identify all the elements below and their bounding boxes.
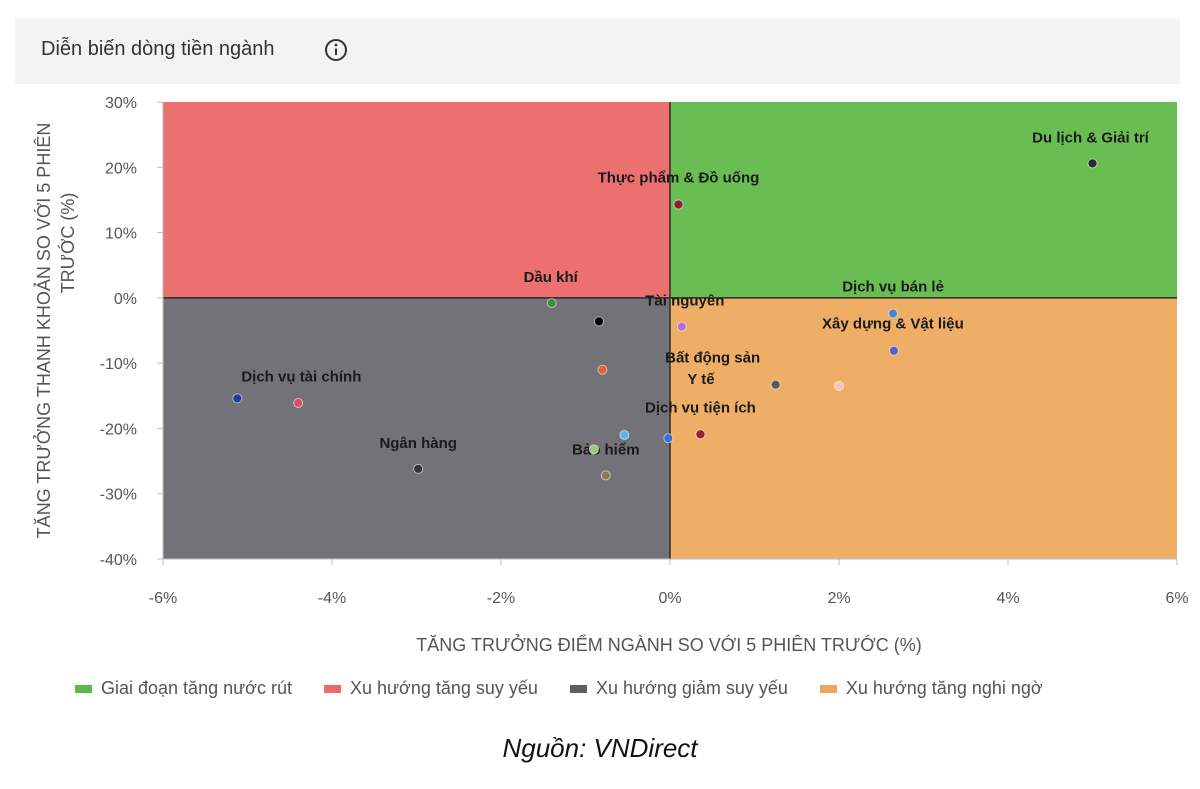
chart-header: Diễn biến dòng tiền ngành [15,18,1180,84]
y-tick-label: -40% [100,552,137,569]
point-label-bat-dong-san: Bất động sản [665,350,760,367]
point-label-tai-nguyen: Tài nguyên [645,293,724,310]
y-tick-label: 30% [105,95,137,112]
source-caption: Nguồn: VNDirect [502,733,698,763]
info-circle-icon[interactable] [324,38,348,62]
quadrant-giai-doan-tang-nuoc-rut [670,102,1177,298]
x-tick-label: 0% [658,590,681,607]
y-tick-label: -20% [100,421,137,438]
data-point-thuc-pham-do-uong [673,199,684,210]
data-point-dich-vu-tai-chinh [232,393,243,404]
x-tick-label: -4% [318,590,346,607]
data-point [663,433,674,444]
point-label-ngan-hang: Ngân hàng [379,435,457,452]
chart-title: Diễn biến dòng tiền ngành [41,38,275,60]
point-label-dich-vu-tai-chinh: Dịch vụ tài chính [241,368,361,385]
data-point-tai-nguyen [676,321,687,332]
x-tick-label: -2% [487,590,515,607]
point-label-dich-vu-tien-ich: Dịch vụ tiện ích [645,399,756,416]
y-tick-label: -30% [100,487,137,504]
legend-item-xu-huong-tang-suy-yeu[interactable]: Xu hướng tăng suy yếu [323,678,538,699]
x-tick-label: 2% [827,590,850,607]
point-label-bao-hiem: Bảo hiểm [572,441,640,458]
y-tick-label: 20% [105,160,137,177]
legend-swatch [323,684,341,693]
quadrant-xu-huong-tang-suy-yeu [163,102,670,298]
quadrant-xu-huong-giam-suy-yeu [163,297,670,559]
data-point-bat-dong-san [770,379,781,390]
data-point [597,364,608,375]
point-label-dau-khi: Dầu khí [524,269,579,286]
point-label-xay-dung-vat-lieu: Xây dựng & Vật liệu [822,316,964,333]
x-tick-label: 4% [996,590,1019,607]
legend-item-xu-huong-giam-suy-yeu[interactable]: Xu hướng giảm suy yếu [569,678,788,699]
legend-item-giai-doan-tang-nuoc-rut[interactable]: Giai đoạn tăng nước rút [75,678,292,699]
x-tick-label: -6% [149,590,177,607]
data-point-dich-vu-ban-le [888,308,899,319]
data-point-du-lich-giai-tri [1087,158,1098,169]
y-axis-label-line2: TRƯỚC (%) [57,193,78,294]
data-point [594,316,605,327]
data-point-bao-hiem [600,470,611,481]
data-point-dau-khi [546,298,557,309]
y-axis-label: TĂNG TRƯỞNG THANH KHOẢN SO VỚI 5 PHIÊN [33,123,54,539]
data-point [619,429,630,440]
chart-legend: Giai đoạn tăng nước rút Xu hướng tăng su… [75,678,1043,699]
data-point-y-te [834,380,844,391]
x-tick-label: 6% [1165,590,1188,607]
data-point [293,397,304,408]
legend-label: Xu hướng tăng suy yếu [349,678,538,698]
legend-swatch [569,684,587,693]
point-label-du-lich-giai-tri: Du lịch & Giải trí [1032,129,1150,146]
y-tick-label: -10% [100,356,137,373]
data-point [588,444,599,455]
legend-item-xu-huong-tang-nghi-ngo[interactable]: Xu hướng tăng nghi ngờ [819,678,1043,699]
legend-label: Xu hướng tăng nghi ngờ [845,678,1043,698]
sector-flow-scatter-chart: 30% 20% 10% 0% -10% -20% -30% -40% -6% -4% -2% 0% 2%… [33,95,1189,655]
point-label-y-te: Y tế [687,371,715,388]
data-point-dich-vu-tien-ich [695,429,706,440]
data-point-xay-dung-vat-lieu [888,345,899,356]
data-point-ngan-hang [413,463,424,474]
y-tick-label: 10% [105,226,137,243]
y-tick-label: 0% [114,291,137,308]
legend-swatch [819,684,837,693]
legend-label: Giai đoạn tăng nước rút [101,678,292,698]
point-label-thuc-pham-do-uong: Thực phẩm & Đồ uống [598,169,760,186]
x-axis-label: TĂNG TRƯỞNG ĐIỂM NGÀNH SO VỚI 5 PHIÊN TR… [416,634,921,655]
quadrant-xu-huong-tang-nghi-ngo [670,297,1177,559]
legend-label: Xu hướng giảm suy yếu [595,678,788,698]
legend-swatch [75,684,92,693]
point-label-dich-vu-ban-le: Dịch vụ bán lẻ [842,279,944,296]
